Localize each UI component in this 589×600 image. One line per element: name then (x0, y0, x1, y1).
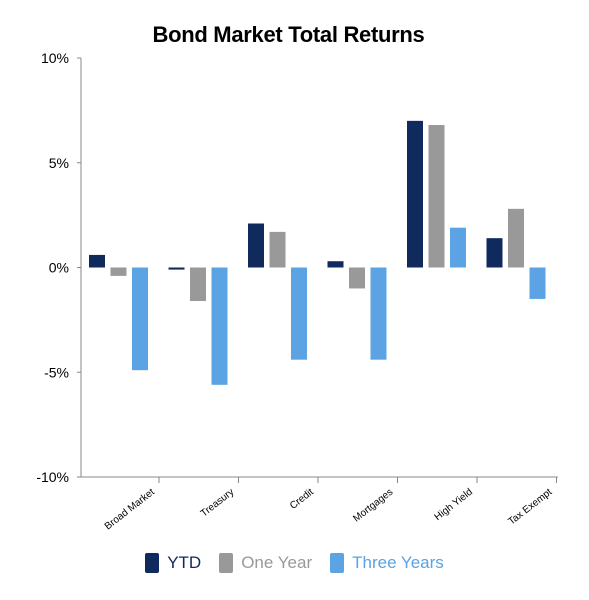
x-tick-label: Credit (288, 487, 316, 512)
legend-item-ytd[interactable]: YTD (145, 553, 201, 573)
bar-one-year-credit (269, 231, 286, 268)
bar-ytd-mortgages (327, 261, 344, 268)
y-tick-label: -5% (44, 364, 69, 380)
bar-one-year-mortgages (349, 267, 365, 289)
y-tick-labels: 10% 5% 0% -5% -10% (36, 50, 69, 485)
bar-ytd-tax-exempt (486, 238, 503, 268)
legend-swatch-ytd (145, 553, 160, 573)
bar-one-year-treasury (190, 267, 206, 302)
bar-one-year-high-yield (428, 125, 445, 268)
bar-three-years-broad-market (132, 267, 148, 371)
bar-ytd-credit (248, 223, 264, 268)
chart-axes (77, 57, 558, 483)
x-tick-label: Treasury (199, 487, 237, 520)
legend-label-ytd: YTD (167, 553, 202, 572)
bar-ytd-high-yield (407, 120, 423, 268)
x-tick-label: High Yield (433, 487, 475, 523)
bar-ytd-broad-market (89, 254, 105, 268)
legend: YTD One Year Three Years (0, 553, 589, 573)
bar-ytd-treasury (168, 267, 185, 270)
y-tick-label: -10% (36, 469, 69, 485)
y-tick-label: 5% (49, 155, 69, 171)
bar-one-year-broad-market (110, 267, 127, 276)
x-tick-label: Broad Market (103, 487, 157, 533)
bar-three-years-treasury (211, 267, 228, 385)
bar-three-years-high-yield (450, 227, 466, 268)
bar-three-years-mortgages (370, 267, 387, 360)
chart-title: Bond Market Total Returns (152, 22, 425, 47)
bar-three-years-tax-exempt (529, 267, 546, 299)
legend-swatch-three-years (330, 553, 345, 573)
x-tick-labels: Broad Market Treasury Credit Mortgages High … (103, 487, 555, 533)
legend-label-one-year: One Year (241, 553, 313, 572)
legend-label-three-years: Three Years (352, 553, 444, 572)
legend-swatch-one-year (219, 553, 234, 573)
bar-one-year-tax-exempt (508, 208, 524, 268)
x-tick-label: Mortgages (351, 487, 395, 525)
y-tick-label: 0% (49, 260, 69, 276)
legend-item-three-years[interactable]: Three Years (330, 553, 444, 573)
x-tick-label: Tax Exempt (506, 487, 554, 528)
y-tick-label: 10% (41, 50, 69, 66)
bars (89, 120, 546, 385)
legend-item-one-year[interactable]: One Year (219, 553, 312, 573)
bar-three-years-credit (291, 267, 307, 360)
